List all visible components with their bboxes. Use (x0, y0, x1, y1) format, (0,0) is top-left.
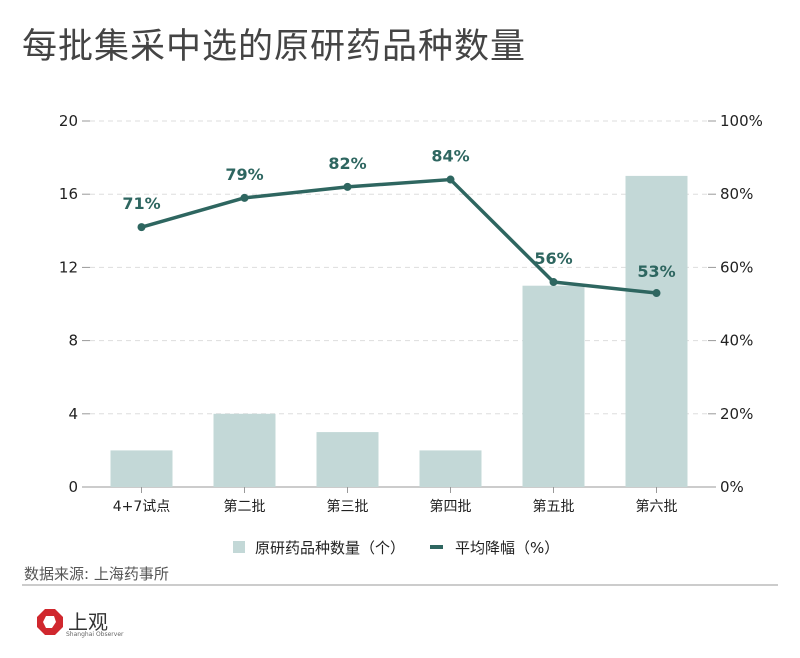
legend-line-label: 平均降幅（%） (455, 539, 559, 557)
right-axis-tick-label: 0% (720, 478, 744, 496)
line-point (652, 289, 661, 298)
left-axis-tick-label: 12 (59, 258, 78, 276)
x-axis-tick-label: 第四批 (430, 498, 472, 515)
data-label: 79% (225, 165, 263, 184)
data-label: 53% (637, 262, 675, 281)
line-series (141, 177, 657, 295)
x-axis-tick-label: 4+7试点 (113, 499, 171, 515)
line-point (446, 175, 455, 184)
legend-bar-swatch (233, 541, 245, 553)
logo-subtext: Shanghai Observer (66, 631, 124, 638)
line-point (549, 278, 558, 287)
bar (625, 175, 688, 487)
right-axis-tick-label: 40% (720, 332, 753, 350)
divider (22, 584, 778, 586)
right-axis-tick-label: 100% (720, 112, 763, 130)
right-axis-tick-label: 60% (720, 258, 753, 276)
x-axis-tick-label: 第五批 (533, 498, 575, 515)
left-axis-tick-label: 20 (59, 112, 78, 130)
data-label: 84% (431, 147, 469, 166)
left-axis-tick-label: 16 (59, 185, 78, 203)
line-point (137, 223, 146, 232)
data-label: 71% (122, 194, 160, 213)
chart-title: 每批集采中选的原研药品种数量 (22, 27, 527, 67)
bar (419, 450, 482, 487)
bar (110, 450, 173, 487)
left-axis-tick-label: 4 (68, 405, 78, 423)
data-label: 56% (534, 249, 572, 268)
line-point (240, 193, 249, 202)
right-axis-tick-label: 20% (720, 405, 753, 423)
right-axis-tick-label: 80% (720, 185, 753, 203)
logo-icon (37, 609, 63, 635)
line-point (343, 182, 352, 191)
data-source: 数据来源: 上海药事所 (24, 565, 169, 583)
data-label: 82% (328, 154, 366, 173)
left-axis-tick-label: 8 (68, 332, 78, 350)
x-axis-tick-label: 第三批 (327, 498, 369, 515)
legend-bar-label: 原研药品种数量（个） (255, 539, 405, 557)
logo-text: 上观 (68, 610, 108, 634)
left-axis-tick-label: 0 (68, 478, 78, 496)
shanghai-observer-logo: 上观 Shanghai Observer (36, 606, 146, 642)
bar (522, 285, 585, 487)
x-axis-tick-label: 第二批 (224, 498, 266, 515)
x-axis-tick-label: 第六批 (636, 498, 678, 515)
bar (213, 413, 276, 487)
bar (316, 432, 379, 487)
